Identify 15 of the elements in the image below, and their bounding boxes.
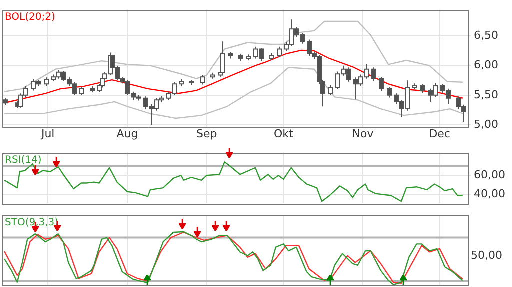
y-tick-label: 6,00	[474, 58, 498, 72]
y-tick-label: 6,50	[474, 29, 498, 42]
x-tick-label: Nov	[352, 127, 374, 140]
x-tick-label: Aug	[116, 127, 138, 140]
y-tick-label: 5,00	[474, 118, 498, 131]
series-label: RSI(14)	[5, 155, 42, 166]
y-tick-label: 40,00	[474, 188, 506, 201]
x-tick-label: Jul	[40, 127, 55, 140]
text: BOL(20;2)	[5, 12, 56, 24]
text: 50,00	[471, 248, 502, 262]
y-tick-label: 5,50	[474, 88, 498, 102]
x-tick-label: Dec	[429, 127, 450, 140]
x-tick-label: Sep	[196, 127, 218, 140]
x-tick-label: Okt	[274, 127, 294, 140]
y-tick-label: 60,00	[474, 168, 506, 182]
